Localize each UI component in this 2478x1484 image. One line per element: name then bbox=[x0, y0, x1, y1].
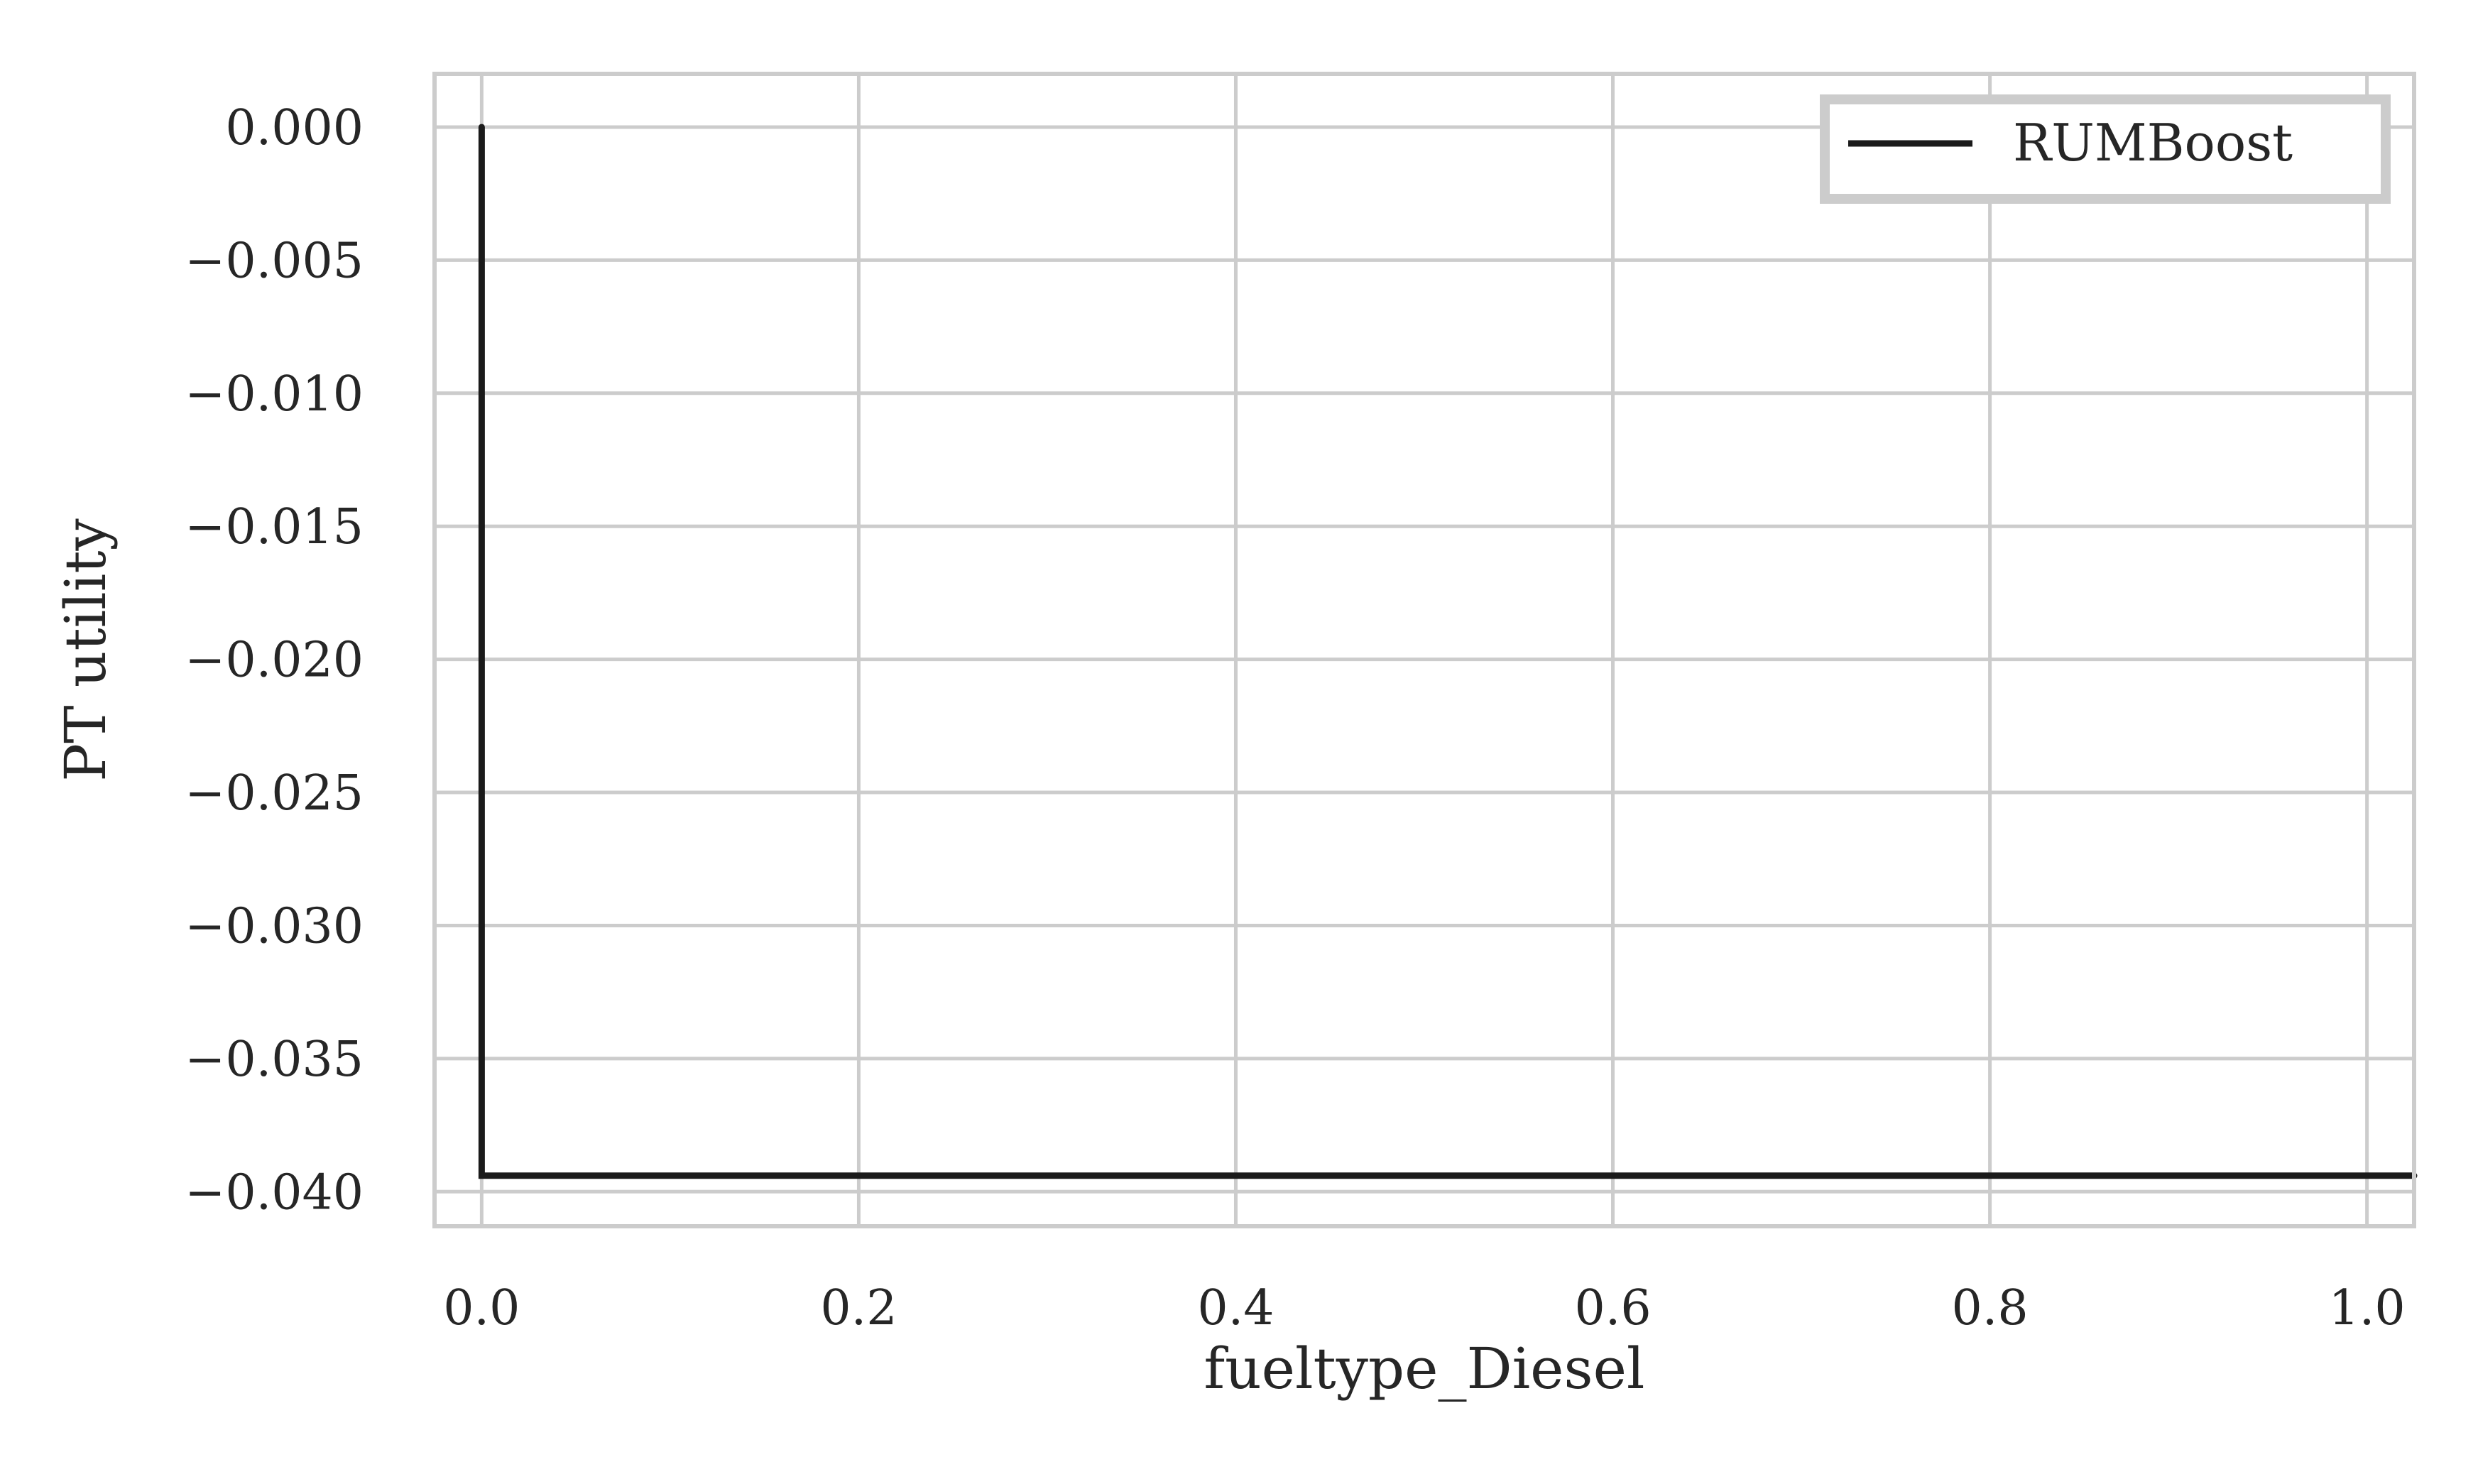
grid bbox=[435, 74, 2414, 1226]
y-tick-label: −0.005 bbox=[185, 233, 364, 289]
x-tick-label: 1.0 bbox=[2329, 1280, 2406, 1336]
x-tick-label: 0.0 bbox=[443, 1280, 520, 1336]
x-axis-ticks: 0.0 0.2 0.4 0.6 0.8 1.0 bbox=[443, 1280, 2405, 1336]
y-tick-label: −0.030 bbox=[185, 898, 364, 954]
legend: RUMBoost bbox=[1820, 94, 2391, 204]
x-tick-label: 0.4 bbox=[1197, 1280, 1274, 1336]
x-axis-label: fueltype_Diesel bbox=[1203, 1336, 1644, 1402]
y-tick-label: −0.015 bbox=[185, 499, 364, 555]
y-tick-label: −0.020 bbox=[185, 633, 364, 689]
series-line-rumboost bbox=[478, 124, 2418, 1179]
plot-frame bbox=[432, 72, 2416, 1228]
y-tick-label: 0.000 bbox=[225, 100, 364, 156]
x-tick-label: 0.8 bbox=[1951, 1280, 2028, 1336]
y-tick-label: −0.025 bbox=[185, 765, 364, 822]
y-tick-label: −0.040 bbox=[185, 1164, 364, 1221]
x-tick-label: 0.6 bbox=[1574, 1280, 1651, 1336]
y-axis-label: PT utility bbox=[53, 518, 119, 781]
x-tick-label: 0.2 bbox=[820, 1280, 897, 1336]
legend-label-rumboost: RUMBoost bbox=[2013, 113, 2293, 173]
legend-box bbox=[1820, 94, 2391, 204]
y-tick-label: −0.010 bbox=[185, 366, 364, 422]
y-tick-label: −0.035 bbox=[185, 1032, 364, 1088]
series-layer bbox=[478, 124, 2418, 1179]
y-axis-ticks: 0.000 −0.005 −0.010 −0.015 −0.020 −0.025 −0.03… bbox=[185, 100, 364, 1221]
